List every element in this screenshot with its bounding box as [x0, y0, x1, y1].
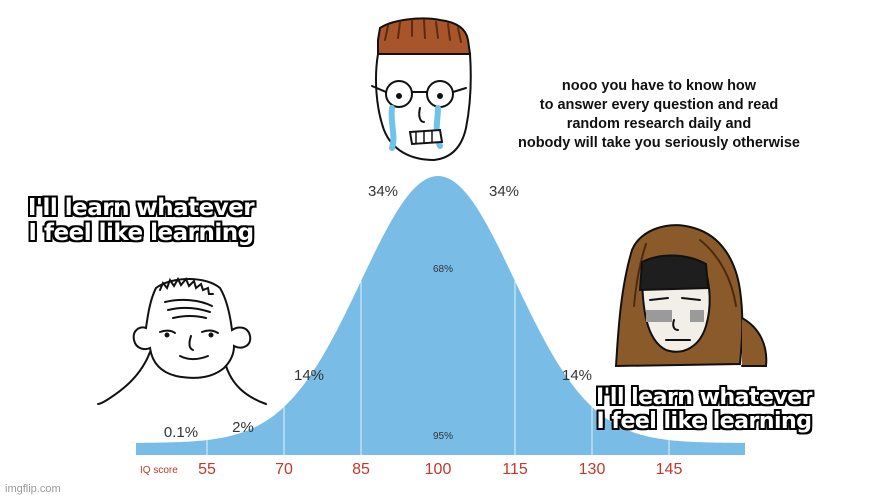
- crying-nerd-character: [371, 17, 472, 162]
- top-text-line: random research daily and: [566, 116, 752, 133]
- curve-baseline-band: [136, 443, 745, 455]
- imgflip-watermark: imgflip.com: [5, 483, 61, 495]
- axis-tick-85: 85: [352, 461, 370, 478]
- axis-tick-70: 70: [275, 461, 293, 478]
- label-2-percent: 2%: [232, 419, 254, 436]
- bell-curve-fill: [130, 176, 746, 443]
- sd-lines: [206, 281, 670, 455]
- label-34-percent-left: 34%: [368, 183, 398, 200]
- label-14-percent-left: 14%: [294, 367, 324, 384]
- top-text-line: nobody will take you seriously otherwise: [517, 135, 800, 152]
- label-14-percent-right: 14%: [562, 367, 592, 384]
- caption-right: I'll learn whatever I feel like learning: [585, 386, 823, 434]
- label-34-percent-right: 34%: [489, 183, 519, 200]
- label-68-percent: 68%: [433, 264, 453, 275]
- hooded-girl-character: [614, 224, 768, 368]
- axis-tick-130: 130: [579, 461, 606, 478]
- axis-title: IQ score: [140, 465, 178, 476]
- axis-tick-labels: 55 70 85 100 115 130 145: [198, 461, 682, 478]
- label-95-percent: 95%: [433, 431, 453, 442]
- wojak-left-character: [97, 276, 267, 405]
- label-0-1-percent: 0.1%: [164, 424, 198, 441]
- caption-left: I'll learn whatever I feel like learning: [10, 196, 272, 246]
- top-text-line: nooo you have to know how: [561, 78, 757, 94]
- caption-right-line: I'll learn whatever: [595, 385, 813, 410]
- axis-tick-115: 115: [502, 461, 528, 478]
- top-speech-text: nooo you have to know how to answer ever…: [486, 77, 832, 154]
- bell-curve: 68% 95%: [130, 176, 746, 455]
- caption-left-line: I'll learn whatever: [27, 195, 255, 221]
- top-text-line: to answer every question and read: [539, 97, 779, 114]
- axis-tick-145: 145: [656, 461, 683, 478]
- caption-right-line: I feel like learning: [596, 408, 812, 434]
- axis-tick-100: 100: [425, 461, 452, 478]
- caption-left-line: I feel like learning: [28, 219, 254, 246]
- axis-tick-55: 55: [198, 461, 216, 478]
